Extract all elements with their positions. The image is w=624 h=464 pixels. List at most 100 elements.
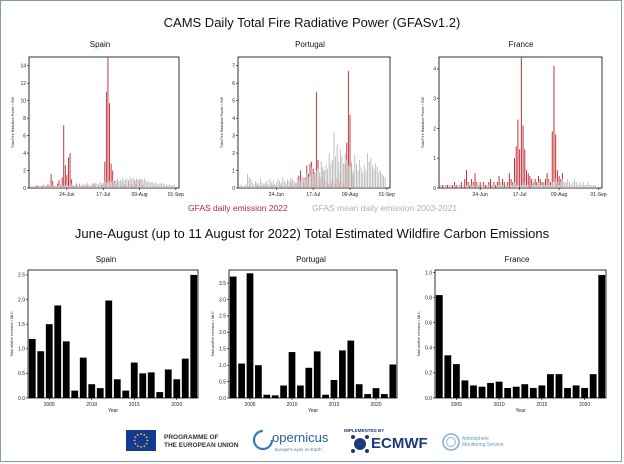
bar-2-s1-45 — [517, 185, 519, 188]
bar-1-s1-16 — [264, 182, 266, 188]
bar-0-s0-22 — [64, 165, 66, 188]
bar-1-s1-89 — [381, 174, 383, 188]
bar-2-s1-6 — [450, 185, 452, 188]
bar-1-s1-63 — [339, 149, 341, 188]
bar-0-s1-38 — [90, 185, 92, 188]
bar-1-s1-7 — [250, 179, 252, 188]
y-tick-label-4-6: 3.0 — [219, 297, 226, 303]
bar-0-s0-4 — [36, 185, 38, 188]
bar-1-s1-8 — [251, 182, 253, 188]
bar-2-s1-77 — [572, 182, 574, 188]
bar-2-s0-41 — [510, 179, 512, 188]
y-axis-label-4: Total wildfire emission / Mt C — [211, 311, 215, 357]
bar-0-s1-14 — [52, 184, 54, 188]
bar-1-s0-69 — [349, 114, 351, 188]
bar-4-13 — [339, 350, 346, 398]
bar-1-s1-80 — [367, 153, 369, 188]
bar-2-s0-18 — [471, 179, 473, 188]
bar-2-s0-4 — [447, 185, 449, 188]
bar-3-1 — [37, 351, 45, 398]
bar-2-s1-71 — [562, 179, 564, 188]
bar-1-s1-84 — [373, 168, 375, 188]
bar-0-s1-24 — [68, 186, 69, 188]
bar-5-18 — [589, 374, 597, 398]
y-tick-label-5-4: 0.8 — [425, 295, 432, 301]
bar-0-s1-91 — [173, 184, 175, 188]
bar-5-11 — [529, 387, 537, 398]
bar-1-s1-26 — [280, 182, 282, 188]
bar-2-s0-49 — [524, 149, 526, 188]
bar-0-s1-60 — [124, 179, 126, 188]
y-tick-label-0-2: 4 — [23, 151, 26, 157]
bar-0-s1-46 — [102, 182, 104, 188]
bar-4-4 — [263, 394, 271, 398]
bar-1-s1-28 — [283, 181, 285, 188]
bar-0-s0-25 — [69, 153, 71, 188]
bar-4-8 — [297, 385, 304, 398]
bar-0-s1-11 — [47, 186, 49, 188]
bar-2-s1-80 — [577, 185, 579, 188]
bar-0-s1-82 — [159, 183, 161, 188]
bar-1-s0-48 — [315, 91, 317, 188]
bar-2-s0-17 — [469, 185, 471, 188]
bar-2-s1-73 — [565, 182, 567, 188]
bar-2-s0-69 — [558, 176, 560, 188]
bar-0-s1-57 — [120, 180, 122, 188]
ecmwf-wordmark: ECMWF — [371, 435, 428, 452]
bar-1-s1-58 — [331, 160, 333, 188]
y-tick-label-0-6: 12 — [20, 81, 26, 87]
x-tick-label-2-2: 09-Aug — [551, 192, 567, 198]
bar-0-s0-47 — [104, 161, 106, 188]
bar-1-s1-0 — [239, 186, 241, 188]
y-tick-label-1-0: 0 — [232, 186, 235, 192]
bar-3-8 — [96, 388, 104, 398]
bar-2-s1-66 — [553, 182, 555, 188]
bar-1-s1-71 — [352, 170, 354, 188]
bar-2-s0-23 — [479, 182, 481, 188]
bar-5-10 — [521, 384, 529, 398]
x-tick-label-3-0: 2005 — [44, 402, 55, 408]
bar-2-s1-70 — [560, 182, 562, 188]
bar-0-s0-21 — [63, 125, 65, 188]
bar-0-s1-67 — [135, 178, 137, 188]
bar-1-s1-41 — [304, 179, 306, 188]
eu-star — [136, 433, 139, 436]
bar-4-0 — [229, 276, 237, 398]
x-tick-label-0-1: 17-Jul — [96, 192, 110, 198]
bar-2-s1-84 — [584, 185, 586, 188]
bar-0-s1-30 — [77, 185, 79, 188]
bar-3-14 — [147, 372, 155, 398]
bar-4-6 — [280, 385, 287, 398]
bar-2-s1-81 — [579, 182, 581, 188]
bar-0-s1-53 — [113, 181, 115, 188]
bar-1-s1-86 — [376, 167, 378, 188]
copernicus-sub: Europe's eyes on Earth — [275, 447, 322, 452]
bar-0-s1-40 — [93, 184, 95, 188]
y-tick-label-4-2: 1.0 — [219, 363, 226, 369]
implemented-by: IMPLEMENTED BY — [344, 428, 385, 433]
bar-0-s1-23 — [66, 184, 68, 188]
bar-0-s1-27 — [72, 185, 74, 188]
bar-3-11 — [122, 390, 130, 398]
bar-2-s0-53 — [531, 179, 533, 188]
bar-1-s1-72 — [354, 154, 356, 188]
bar-2-s1-56 — [536, 185, 538, 188]
bar-1-s1-87 — [378, 172, 380, 188]
atmosphere-line-1: Atmosphere — [462, 436, 489, 442]
bar-0-s1-84 — [162, 184, 164, 188]
bar-2-s1-24 — [481, 185, 483, 188]
bar-1-s1-73 — [355, 163, 357, 188]
legend-grey: GFAS mean daily emission 2003-2021 — [312, 203, 458, 213]
bar-5-3 — [461, 380, 469, 398]
bar-5-5 — [478, 386, 486, 398]
bar-2-s1-38 — [505, 185, 507, 188]
bar-0-s1-54 — [115, 181, 117, 188]
eu-line-1: PROGRAMME OF — [164, 434, 219, 441]
bar-1-s1-50 — [319, 172, 321, 188]
bar-4-18 — [381, 394, 388, 398]
bar-2-s0-61 — [544, 179, 546, 188]
bar-2-s1-5 — [448, 185, 450, 188]
bar-2-s0-7 — [452, 185, 454, 188]
bar-2-s1-87 — [589, 185, 591, 188]
x-tick-label-5-2: 2015 — [536, 402, 547, 408]
